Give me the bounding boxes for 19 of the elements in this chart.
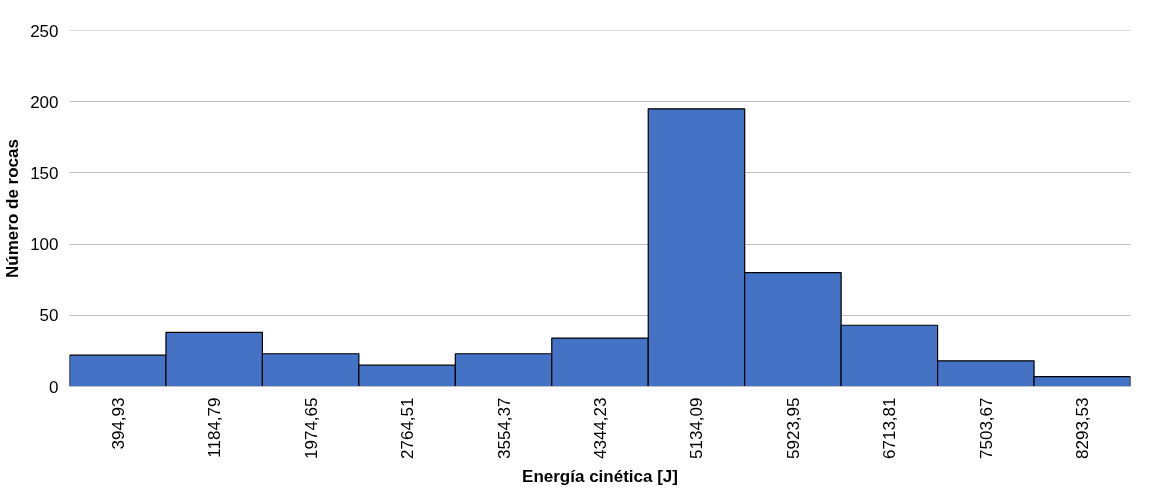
x-tick-label: 2764,51 (398, 397, 418, 459)
x-tick-label: 4344,23 (591, 397, 610, 459)
y-tick-label: 150 (30, 163, 59, 183)
x-axis-title: Energía cinética [J] (522, 466, 678, 486)
x-tick-label: 3554,37 (494, 397, 514, 459)
y-tick-label: 0 (49, 377, 59, 397)
x-tick-label: 5923,95 (783, 397, 803, 459)
x-tick-label: 7503,67 (976, 397, 996, 459)
y-tick-label: 100 (30, 235, 59, 255)
x-tick-label: 8293,53 (1073, 397, 1093, 459)
y-tick-label: 200 (30, 92, 59, 112)
y-axis-title: Número de rocas (3, 139, 23, 278)
x-tick-label: 1974,65 (301, 397, 321, 459)
x-tick-label: 1184,79 (205, 397, 225, 458)
x-tick-label: 5134,09 (687, 397, 707, 459)
y-tick-label: 250 (30, 21, 59, 41)
y-tick-label: 50 (39, 306, 59, 326)
x-tick-label: 394,93 (108, 397, 128, 450)
x-tick-label: 6713,81 (880, 397, 900, 459)
